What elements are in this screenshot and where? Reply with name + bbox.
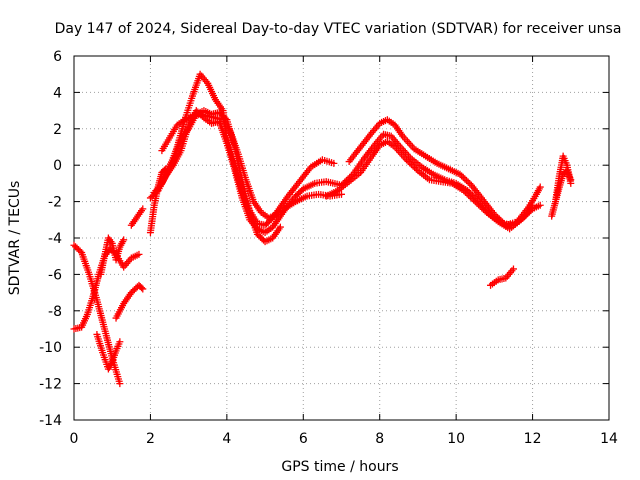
data-point [473, 199, 481, 207]
data-point [463, 190, 471, 198]
data-point [478, 204, 486, 212]
data-point [536, 201, 544, 209]
data-point [527, 206, 535, 214]
chart-title: Day 147 of 2024, Sidereal Day-to-day VTE… [55, 21, 622, 37]
data-point [412, 165, 420, 173]
y-tick-label: -6 [48, 267, 62, 283]
x-tick-label: 6 [299, 431, 308, 447]
data-point [76, 247, 84, 255]
y-tick-label: -10 [39, 340, 62, 356]
x-tick-label: 0 [70, 431, 79, 447]
data-point [536, 183, 544, 191]
data-point [475, 201, 483, 209]
data-point [522, 211, 530, 219]
data-point [139, 205, 147, 213]
data-point [479, 205, 487, 213]
data-point [411, 164, 419, 172]
y-tick-label: -8 [48, 304, 62, 320]
data-point [116, 338, 124, 346]
data-point [406, 159, 414, 167]
grid-layer [74, 56, 609, 420]
data-point [135, 250, 143, 258]
x-tick-label: 4 [222, 431, 231, 447]
data-point [461, 175, 469, 183]
x-tick-label: 8 [375, 431, 384, 447]
data-point [520, 213, 528, 221]
data-point [456, 170, 464, 178]
tick-layer: 0 2 4 6 8 10 12 14 6 4 2 0 -2 -4 -6 -8 -10 -12 -14 [39, 49, 618, 447]
data-point [471, 198, 479, 206]
data-point [330, 159, 338, 167]
data-point [567, 176, 575, 184]
data-point [409, 162, 417, 170]
x-tick-label: 14 [600, 431, 618, 447]
data-point [338, 190, 345, 198]
data-point [221, 114, 229, 122]
data-point [404, 157, 412, 165]
y-tick-label: 6 [53, 49, 62, 65]
data-point [509, 265, 517, 273]
data-point [116, 380, 124, 388]
data-point [470, 196, 478, 204]
y-axis-label: SDTVAR / TECUs [7, 181, 23, 296]
series-track-4 [97, 234, 128, 278]
series-track-12 [345, 116, 544, 229]
series-track-3 [93, 330, 124, 373]
data-point [519, 214, 527, 222]
y-tick-label: 2 [53, 122, 62, 138]
series-track-14 [322, 138, 544, 233]
y-tick-label: -4 [48, 231, 62, 247]
x-tick-label: 10 [447, 431, 465, 447]
data-point [120, 236, 128, 244]
y-tick-label: -14 [39, 413, 62, 429]
data-point [517, 216, 525, 224]
data-point [464, 178, 472, 186]
data-point [461, 188, 469, 196]
data-point [153, 188, 161, 196]
data-point [525, 208, 533, 216]
data-point [458, 172, 466, 180]
y-tick-label: 4 [53, 85, 62, 101]
data-point [466, 180, 474, 188]
y-tick-label: -12 [39, 377, 62, 393]
data-point [524, 210, 532, 218]
x-axis-label: GPS time / hours [281, 459, 398, 475]
data-layer [70, 70, 575, 388]
data-point [466, 193, 474, 201]
data-point [460, 187, 468, 195]
y-tick-label: 0 [53, 158, 62, 174]
data-point [468, 194, 476, 202]
data-point [276, 223, 284, 231]
series-track-15 [487, 265, 517, 289]
y-tick-label: -2 [48, 195, 62, 211]
data-point [407, 160, 415, 168]
data-point [465, 191, 473, 199]
data-point [139, 285, 147, 293]
data-point [402, 156, 410, 164]
series-track-13 [338, 130, 537, 229]
series-track-17 [552, 167, 575, 206]
data-point [459, 173, 467, 181]
data-point [476, 202, 484, 210]
series-track-11 [162, 107, 284, 246]
data-point [138, 284, 146, 292]
data-point [481, 207, 489, 215]
series-track-5 [112, 281, 147, 322]
x-tick-label: 12 [524, 431, 542, 447]
data-point [463, 177, 471, 185]
x-tick-label: 2 [146, 431, 155, 447]
series-track-6 [127, 205, 147, 229]
